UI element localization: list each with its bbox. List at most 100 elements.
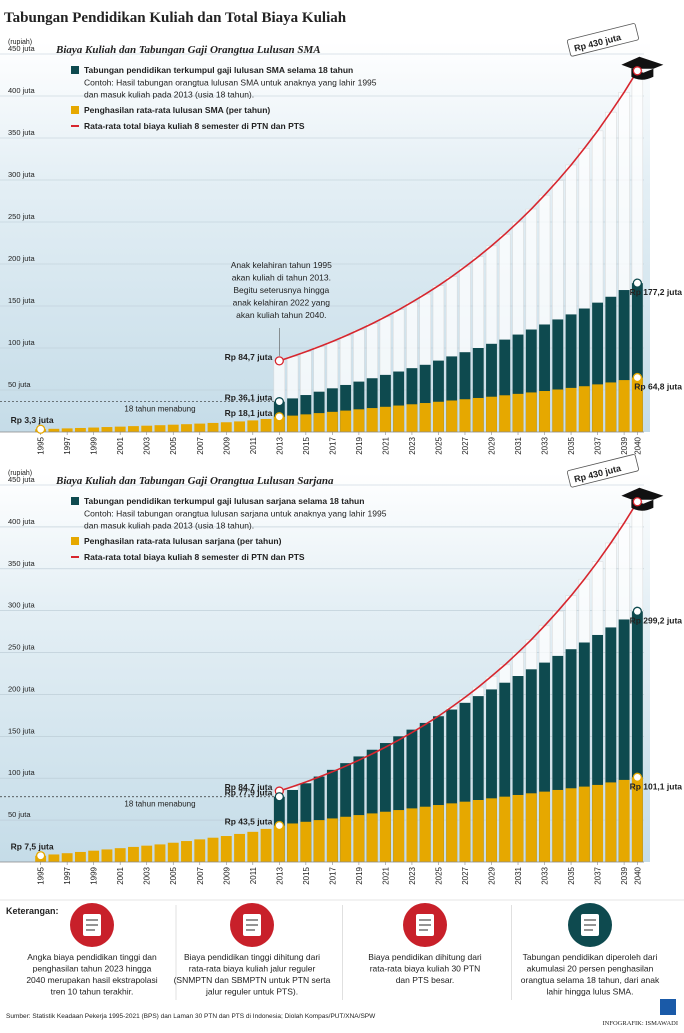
x-tick-label: 1997: [63, 866, 72, 884]
point-marker: [274, 356, 284, 366]
span-label: 18 tahun menabung: [124, 800, 195, 809]
data-label: Rp 36,1 juta: [225, 393, 273, 403]
legend-label: Rata-rata total biaya kuliah 8 semester …: [84, 121, 305, 131]
bar: [525, 392, 537, 432]
bar: [353, 815, 365, 862]
bar: [88, 850, 100, 862]
legend-swatch: [71, 497, 79, 505]
bar: [74, 851, 86, 862]
data-label: Rp 43,5 juta: [225, 817, 273, 827]
bar: [618, 290, 630, 432]
y-tick-label: 350 juta: [8, 559, 36, 568]
legend-note: dan masuk kuliah pada 2013 (usia 18 tahu…: [84, 90, 254, 100]
x-tick-label: 2023: [408, 436, 417, 454]
bar: [552, 389, 564, 432]
y-tick-label: 300 juta: [8, 601, 36, 610]
x-tick-label: 2013: [275, 866, 284, 884]
bar: [366, 749, 378, 862]
x-tick-label: 2001: [116, 866, 125, 884]
bar: [247, 831, 259, 862]
bar: [313, 391, 325, 432]
point-marker: [35, 424, 46, 434]
data-label: Rp 3,3 juta: [11, 415, 54, 425]
x-tick-label: 2039: [620, 436, 629, 454]
note-text: (SNMPTN dan SBMPTN untuk PTN serta: [174, 975, 331, 985]
bar: [313, 820, 325, 862]
bar: [101, 849, 113, 862]
note-text: rata-rata biaya kuliah jalur reguler: [189, 964, 316, 974]
x-tick-label: 2021: [381, 436, 390, 454]
bar: [433, 805, 444, 862]
x-tick-label: 2040: [633, 436, 642, 454]
bar: [631, 377, 643, 432]
x-tick-label: 2033: [541, 436, 550, 454]
bar: [592, 634, 604, 862]
bar: [565, 387, 577, 432]
bar: [499, 339, 511, 432]
tag-box: [566, 23, 639, 57]
x-tick-label: 2033: [541, 866, 550, 884]
bar: [74, 427, 86, 432]
bar: [406, 729, 418, 862]
legend-label: Penghasilan rata-rata lulusan SMA (per t…: [84, 105, 270, 115]
x-tick-label: 2021: [381, 866, 390, 884]
bar: [313, 776, 325, 862]
bar: [353, 756, 365, 862]
x-tick-label: 2005: [169, 866, 178, 884]
x-tick-label: 2009: [222, 866, 231, 884]
note-text: Biaya pendidikan tinggi dihitung dari: [184, 952, 320, 962]
point-marker: [274, 792, 284, 802]
legend-swatch: [71, 106, 79, 114]
callout-text: Anak kelahiran tahun 1995: [231, 260, 332, 270]
x-tick-label: 2025: [434, 436, 443, 454]
x-tick-label: 2040: [633, 866, 642, 884]
callout-text: akan kuliah tahun 2040.: [236, 310, 326, 320]
bar: [459, 399, 471, 432]
bar: [512, 334, 524, 432]
x-tick-label: 1997: [63, 436, 72, 454]
bar: [472, 397, 484, 432]
bar: [419, 364, 431, 432]
point-marker: [632, 497, 643, 507]
bar: [167, 424, 179, 432]
point-marker: [632, 66, 643, 76]
bar: [525, 329, 537, 432]
bar: [486, 343, 497, 432]
bar: [234, 833, 245, 862]
bar: [300, 395, 312, 432]
bar: [207, 837, 219, 862]
bar: [128, 846, 139, 862]
logo: [660, 999, 676, 1015]
data-label: Rp 177,2 juta: [630, 287, 683, 297]
bar: [446, 356, 458, 432]
bar: [220, 836, 232, 862]
y-tick-label: 200 juta: [8, 254, 36, 263]
note-text: tren 10 tahun terakhir.: [51, 987, 134, 997]
x-tick-label: 2003: [143, 866, 152, 884]
bar: [287, 415, 299, 432]
point-marker: [35, 851, 46, 861]
y-tick-label: 300 juta: [8, 170, 36, 179]
bar: [207, 422, 219, 432]
point-marker: [632, 278, 643, 288]
bar: [340, 410, 352, 432]
x-tick-label: 2005: [169, 436, 178, 454]
callout-text: anak kelahiran 2022 yang: [233, 298, 331, 308]
bar: [539, 791, 550, 862]
x-tick-label: 2037: [594, 436, 603, 454]
bar: [326, 769, 338, 862]
bar: [592, 784, 604, 862]
x-tick-label: 2027: [461, 866, 470, 884]
bar: [101, 427, 113, 432]
bar: [618, 619, 630, 862]
bar: [61, 428, 73, 432]
legend-label: Rata-rata total biaya kuliah 8 semester …: [84, 552, 305, 562]
note-text: dan PTS besar.: [396, 975, 455, 985]
bar: [433, 401, 444, 432]
bar: [326, 818, 338, 862]
bar: [459, 352, 471, 432]
x-tick-label: 1995: [37, 436, 46, 454]
bar: [379, 811, 391, 862]
bar: [433, 716, 444, 862]
bar: [512, 393, 524, 432]
